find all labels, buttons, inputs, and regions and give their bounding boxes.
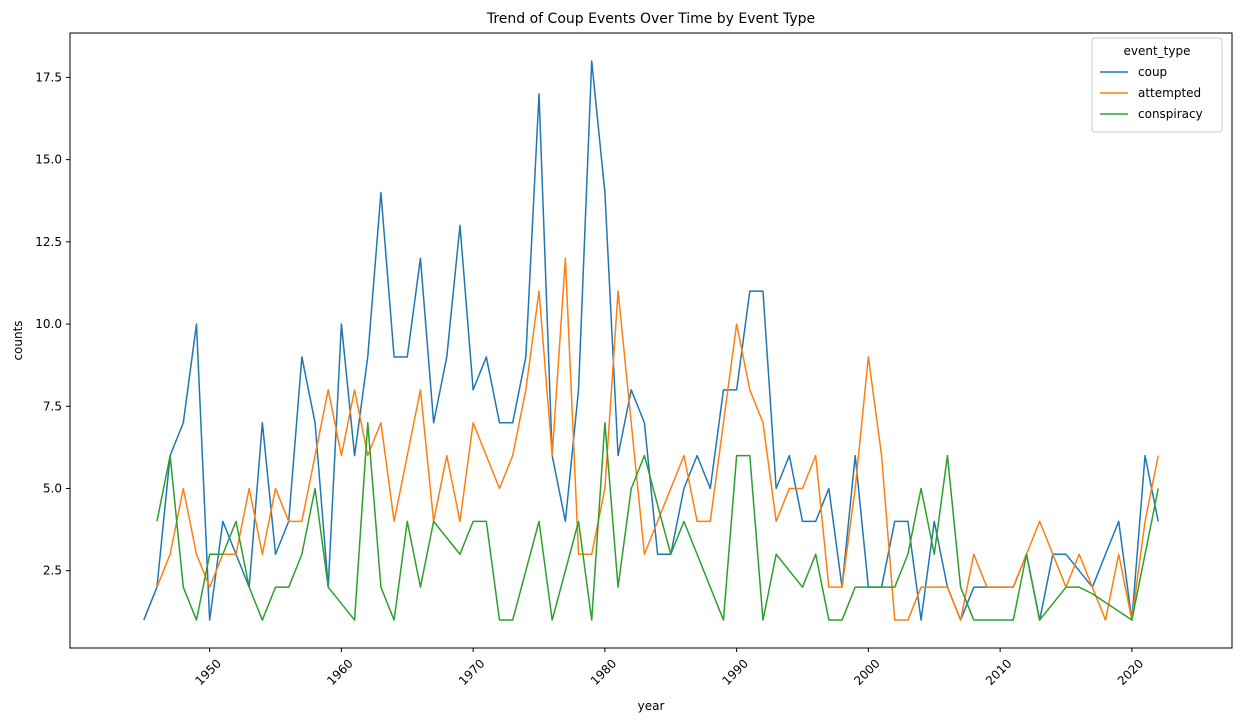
x-tick-label: 2000 bbox=[851, 656, 882, 687]
x-axis: 1950 1960 1970 1980 1990 2000 2010 2020 bbox=[192, 648, 1146, 688]
y-axis: 2.5 5.0 7.5 10.0 12.5 15.0 17.5 bbox=[35, 70, 70, 578]
x-tick-label: 1980 bbox=[588, 656, 619, 687]
x-tick-label: 1970 bbox=[456, 656, 487, 687]
y-tick-label: 7.5 bbox=[43, 399, 62, 413]
chart-title: Trend of Coup Events Over Time by Event … bbox=[486, 11, 815, 27]
legend-label-coup: coup bbox=[1138, 65, 1167, 79]
legend-box bbox=[1091, 37, 1223, 133]
y-axis-title: counts bbox=[11, 320, 25, 360]
legend-items: coup attempted conspiracy bbox=[1100, 65, 1203, 121]
x-tick-label: 1960 bbox=[324, 656, 355, 687]
y-tick-label: 12.5 bbox=[35, 235, 62, 249]
series-layer bbox=[143, 60, 1159, 621]
y-tick-label: 5.0 bbox=[43, 481, 62, 495]
y-tick-label: 15.0 bbox=[35, 153, 62, 167]
legend: event_type coup attempted conspiracy bbox=[1091, 37, 1223, 133]
series-line-conspiracy bbox=[156, 421, 1159, 621]
legend-label-conspiracy: conspiracy bbox=[1138, 107, 1203, 121]
y-tick-label: 17.5 bbox=[35, 70, 62, 84]
x-tick-label: 2020 bbox=[1115, 656, 1146, 687]
plot-frame bbox=[69, 32, 1233, 649]
x-tick-label: 2010 bbox=[983, 656, 1014, 687]
x-axis-title: year bbox=[638, 699, 665, 713]
x-tick-label: 1990 bbox=[719, 656, 750, 687]
series-line-attempted bbox=[156, 257, 1159, 621]
x-tick-label: 1950 bbox=[192, 656, 223, 687]
y-tick-label: 2.5 bbox=[43, 564, 62, 578]
legend-label-attempted: attempted bbox=[1138, 86, 1201, 100]
y-tick-label: 10.0 bbox=[35, 317, 62, 331]
legend-title: event_type bbox=[1124, 44, 1191, 58]
